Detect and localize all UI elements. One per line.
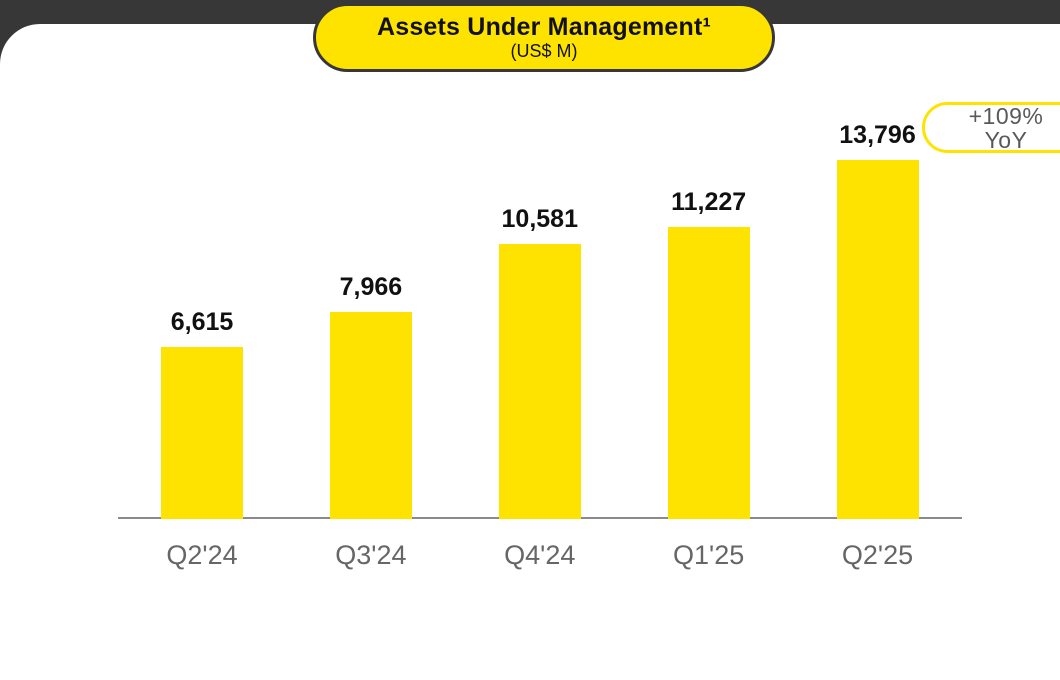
x-axis-label: Q4'24 xyxy=(504,540,576,570)
bar xyxy=(498,244,581,519)
bar-value-label: 13,796 xyxy=(839,121,916,149)
yoy-growth-value: +109% xyxy=(968,102,1044,129)
yoy-growth-unit: YoY xyxy=(984,126,1028,153)
chart-subtitle: (US$ M) xyxy=(510,41,578,61)
bar xyxy=(836,160,919,519)
x-axis-label: Q2'24 xyxy=(166,540,238,570)
chart-title-pill: Assets Under Management¹ (US$ M) xyxy=(313,3,775,72)
bar-value-label: 6,615 xyxy=(170,308,234,336)
x-axis-label: Q2'25 xyxy=(841,540,914,570)
bar-value-label: 11,227 xyxy=(671,188,747,216)
bar xyxy=(667,227,750,519)
bar xyxy=(161,347,243,519)
bar-value-label: 7,966 xyxy=(339,273,403,301)
chart-title: Assets Under Management¹ xyxy=(376,13,712,41)
x-axis-label: Q1'25 xyxy=(673,540,745,570)
x-axis-label: Q3'24 xyxy=(335,540,407,570)
yoy-growth-badge: +109% YoY xyxy=(922,102,1060,153)
bar-value-label: 10,581 xyxy=(501,205,578,233)
bar xyxy=(329,312,412,519)
